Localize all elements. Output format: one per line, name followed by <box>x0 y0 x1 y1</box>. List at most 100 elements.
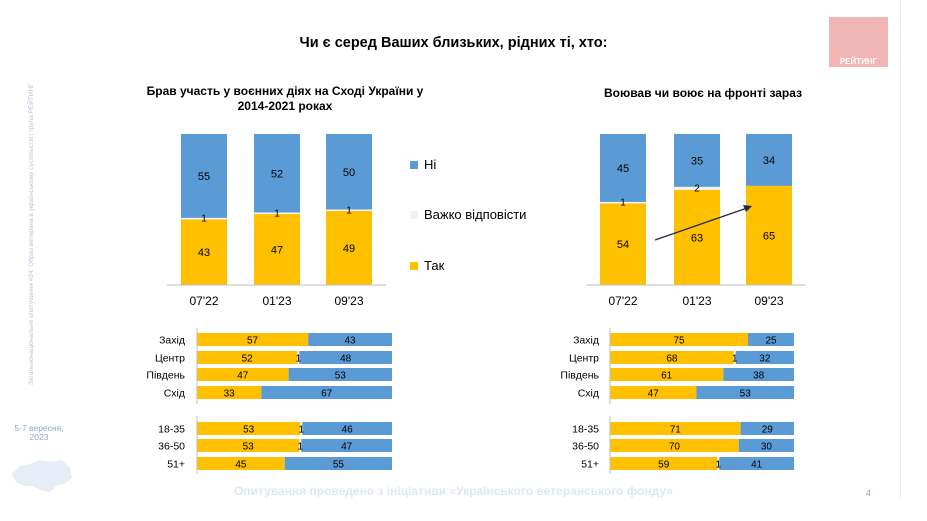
left-age-bar-yes <box>197 457 285 470</box>
sidebar: Загальнонаціональне опитування #24: Обра… <box>0 0 90 521</box>
left-region-category-label: Центр <box>155 353 185 365</box>
legend-label-no: Ні <box>424 157 437 172</box>
right-region-category-label: Південь <box>560 370 599 382</box>
left-region-bar-yes <box>197 333 309 346</box>
left-column-bar-no <box>254 134 300 213</box>
left-region-bar-yes <box>197 368 289 381</box>
right-column-category-label: 07'22 <box>609 294 638 308</box>
right-age-category-label: 51+ <box>581 459 599 471</box>
legend-swatch-no <box>410 160 418 169</box>
divider <box>900 0 901 500</box>
right-column-bar-yes <box>746 185 792 285</box>
right-age-label-no: 41 <box>751 460 763 471</box>
left-age-label-hard: 1 <box>298 442 304 453</box>
right-age-label-no: 30 <box>761 442 773 453</box>
left-column-label-no: 50 <box>343 167 355 179</box>
left-region-label-yes: 57 <box>247 336 259 347</box>
right-age-bar-yes <box>610 422 741 435</box>
right-column-label-yes: 65 <box>763 230 775 242</box>
left-column-label-no: 55 <box>198 171 210 183</box>
right-age-category-label: 36-50 <box>572 441 599 453</box>
left-column-label-yes: 43 <box>198 247 210 259</box>
right-region-bar-no <box>748 333 794 346</box>
right-region-bar-no <box>735 351 794 364</box>
left-column-label-hard: 1 <box>201 214 207 225</box>
footer-note: Опитування проведено з ініціативи «Украї… <box>233 484 674 498</box>
left-age-label-yes: 45 <box>235 460 247 471</box>
legend-item-yes: Так <box>410 258 444 273</box>
left-chart-title: Брав участь у воєнних діях на Сході Укра… <box>146 84 424 113</box>
left-region-label-no: 48 <box>340 354 352 365</box>
left-region-category-label: Захід <box>159 335 185 347</box>
right-column-label-hard: 2 <box>694 183 700 194</box>
left-column-bar-hard <box>254 212 300 215</box>
left-region-bar-no <box>261 386 392 399</box>
legend-item-no: Ні <box>410 157 436 172</box>
left-region-bar-no <box>288 368 392 381</box>
legend-swatch-yes <box>410 261 418 270</box>
left-age-category-label: 18-35 <box>158 424 185 436</box>
right-region-category-label: Центр <box>569 353 599 365</box>
left-column-bar-yes <box>326 211 372 285</box>
right-age-label-hard: 1 <box>716 460 722 471</box>
right-age-label-yes: 70 <box>669 442 681 453</box>
right-column-label-yes: 63 <box>691 232 703 244</box>
left-age-label-yes: 53 <box>243 425 255 436</box>
left-column-bar-hard <box>326 209 372 212</box>
page-number: 4 <box>866 488 872 498</box>
left-column-bar-yes <box>181 219 227 285</box>
legend-item-hard: Важко відповісти <box>410 207 526 222</box>
trend-arrow-line <box>654 206 751 241</box>
trend-arrow-head <box>743 205 752 212</box>
right-column-bar-no <box>674 134 720 187</box>
left-column-bar-yes <box>254 214 300 285</box>
left-column-bar-no <box>181 134 227 218</box>
right-age-label-no: 29 <box>762 425 774 436</box>
left-region-category-label: Південь <box>146 370 185 382</box>
left-region-label-yes: 52 <box>242 354 254 365</box>
right-age-bar-no <box>738 439 794 452</box>
left-column-bar-hard <box>181 217 227 220</box>
legend-label-hard: Важко відповісти <box>424 207 527 222</box>
logo <box>829 17 888 67</box>
left-column-label-hard: 1 <box>274 208 280 219</box>
right-column-bar-yes <box>674 189 720 285</box>
left-region-label-no: 67 <box>321 389 333 400</box>
right-region-label-no: 25 <box>765 336 777 347</box>
right-column-bar-hard <box>674 186 720 190</box>
right-region-bar-hard <box>733 351 736 364</box>
right-region-label-no: 53 <box>740 389 752 400</box>
left-region-label-yes: 47 <box>237 371 249 382</box>
right-column-bar-hard <box>600 201 646 204</box>
right-region-bar-yes <box>610 386 697 399</box>
right-column-label-yes: 54 <box>617 239 629 251</box>
right-chart-title: Воював чи воює на фронті зараз <box>603 86 803 100</box>
left-column-label-yes: 49 <box>343 243 355 255</box>
left-age-label-no: 47 <box>341 442 353 453</box>
left-region-category-label: Схід <box>164 388 185 400</box>
sidebar-date: 5-7 вересня, 2023 <box>14 423 64 442</box>
right-age-label-yes: 59 <box>658 460 670 471</box>
left-age-bar-no <box>302 422 392 435</box>
left-age-category-label: 36-50 <box>158 441 185 453</box>
right-age-category-label: 18-35 <box>572 424 599 436</box>
left-column-category-label: 07'22 <box>190 294 219 308</box>
left-region-bar-yes <box>197 386 262 399</box>
left-column-label-no: 52 <box>271 168 283 180</box>
right-region-label-yes: 47 <box>648 389 660 400</box>
right-region-bar-yes <box>610 351 734 364</box>
left-region-label-yes: 33 <box>224 389 236 400</box>
right-age-bar-yes <box>610 457 718 470</box>
right-age-bar-yes <box>610 439 739 452</box>
logo-text: РЕЙТИНГ <box>839 57 878 66</box>
left-age-bar-yes <box>197 422 301 435</box>
legend-label-yes: Так <box>424 258 445 273</box>
left-age-label-hard: 1 <box>299 425 305 436</box>
left-age-label-no: 55 <box>333 460 345 471</box>
left-age-bar-yes <box>197 439 300 452</box>
right-column-label-no: 35 <box>691 155 703 167</box>
right-region-label-no: 32 <box>759 354 771 365</box>
right-age-label-yes: 71 <box>670 425 682 436</box>
left-column-bar-no <box>326 134 372 210</box>
right-column-category-label: 01'23 <box>683 294 712 308</box>
